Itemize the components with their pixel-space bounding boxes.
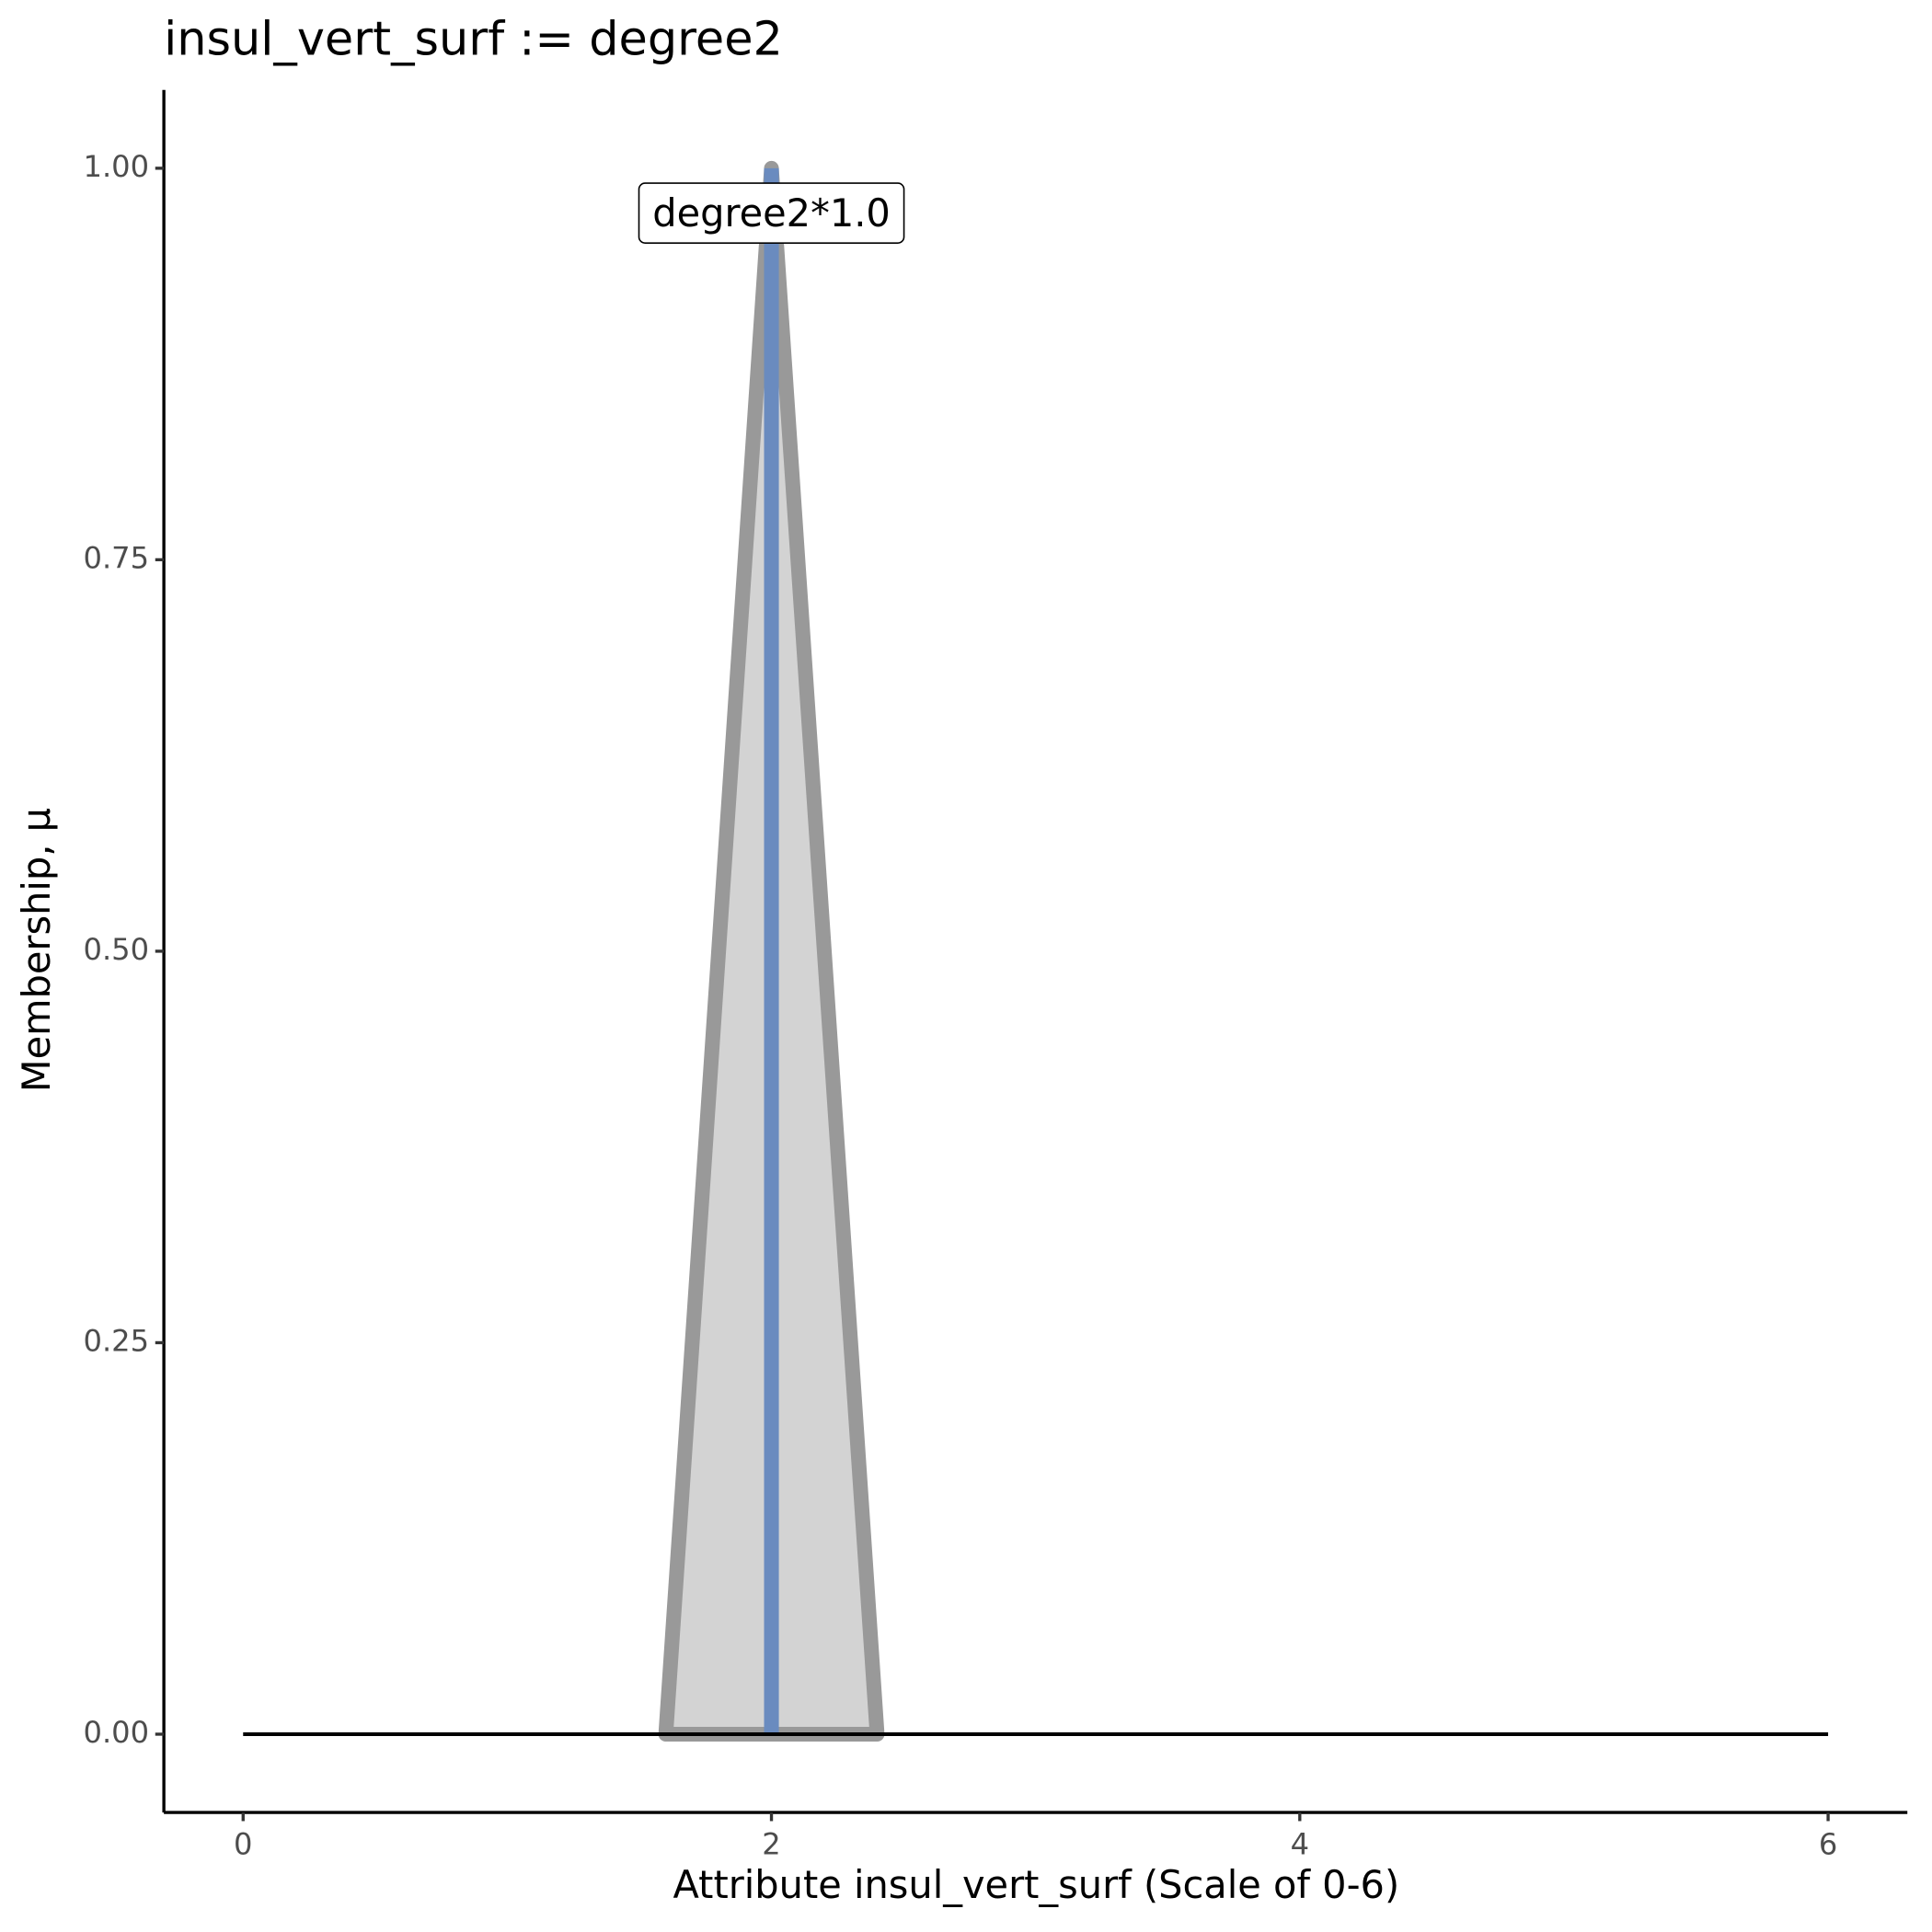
y-tick-label: 0.00 [84,1715,150,1750]
chart-title: insul_vert_surf := degree2 [164,13,783,67]
y-tick-label: 0.50 [84,932,150,967]
x-tick-label: 6 [1819,1826,1837,1861]
x-tick-label: 2 [762,1826,780,1861]
y-tick-label: 0.75 [84,540,150,575]
annotation: degree2*1.0 [652,190,891,236]
y-tick-label: 1.00 [84,149,150,184]
annotation-box [638,182,905,244]
y-axis-title: Membership, μ [14,808,59,1092]
x-axis-title: Attribute insul_vert_surf (Scale of 0-6) [673,1862,1400,1907]
x-tick-label: 4 [1291,1826,1309,1861]
y-tick-label: 0.25 [84,1323,150,1358]
x-tick-label: 0 [234,1826,252,1861]
